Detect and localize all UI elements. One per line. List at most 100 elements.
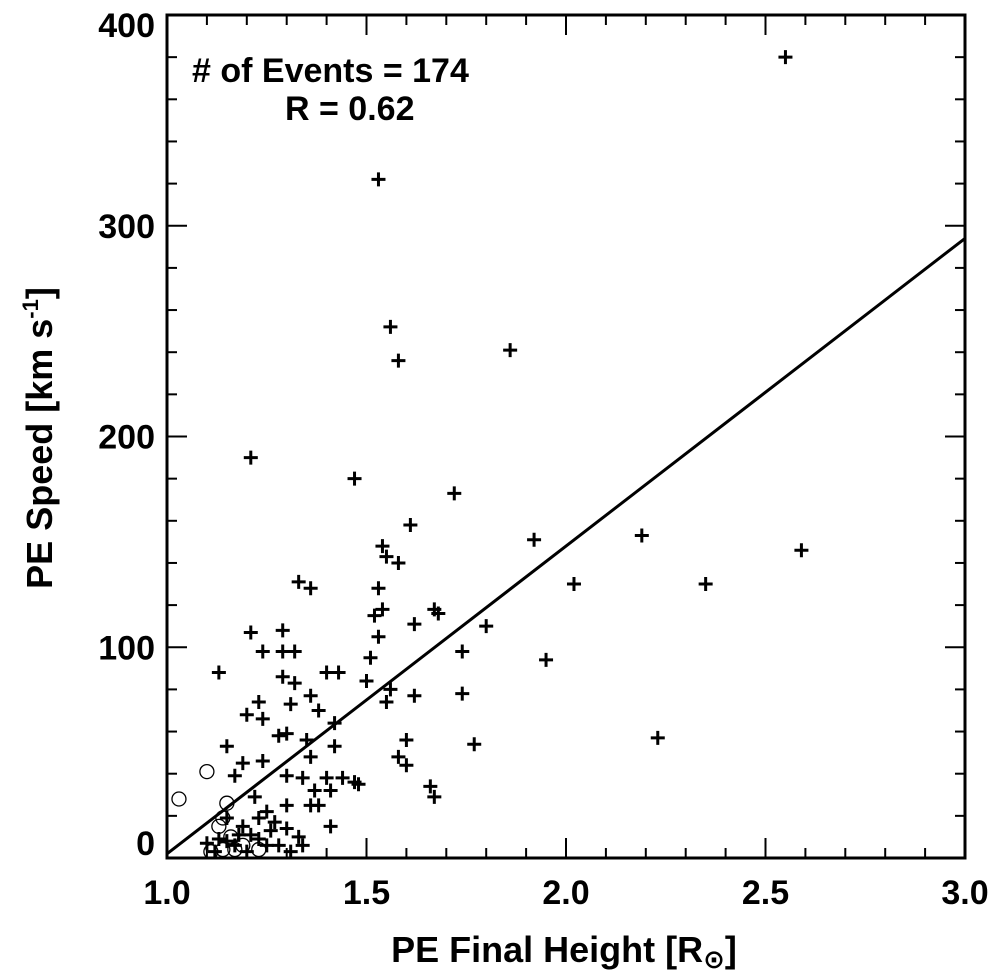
- plus-point: [479, 619, 494, 634]
- plus-point: [407, 688, 422, 703]
- y-tick-label: 100: [98, 629, 155, 667]
- plus-point: [403, 518, 418, 533]
- plus-point: [227, 768, 242, 783]
- plus-point: [279, 821, 294, 836]
- plus-point: [259, 804, 274, 819]
- plus-point: [251, 810, 266, 825]
- plus-point: [323, 783, 338, 798]
- plus-point: [283, 697, 298, 712]
- x-tick-label: 1.5: [343, 874, 390, 912]
- plus-point: [219, 834, 234, 849]
- plus-point: [423, 779, 438, 794]
- plus-point: [271, 728, 286, 743]
- plus-point: [279, 798, 294, 813]
- plus-point: [447, 486, 462, 501]
- x-label-sub: ⊙: [703, 944, 725, 973]
- plus-point: [351, 777, 366, 792]
- plus-point: [319, 665, 334, 680]
- plus-point: [235, 756, 250, 771]
- plus-point: [303, 688, 318, 703]
- plus-point: [323, 819, 338, 834]
- y-tick-label: 200: [98, 419, 155, 457]
- x-label-text: PE Final Height [R: [391, 929, 703, 970]
- plus-point: [287, 676, 302, 691]
- plus-point: [375, 602, 390, 617]
- circle-point: [211, 818, 227, 835]
- plus-point: [455, 644, 470, 659]
- plus-point: [383, 319, 398, 334]
- plus-point: [391, 749, 406, 764]
- plus-point: [275, 623, 290, 638]
- plus-point: [303, 749, 318, 764]
- plus-point: [219, 810, 234, 825]
- plus-point: [287, 644, 302, 659]
- circle-point: [215, 810, 231, 826]
- plus-point: [371, 581, 386, 596]
- plus-point: [259, 838, 274, 853]
- plus-point: [255, 754, 270, 769]
- plus-point: [263, 823, 278, 838]
- plus-point: [391, 555, 406, 570]
- plus-point: [539, 652, 554, 667]
- plus-point: [327, 739, 342, 754]
- y-tick-label: 400: [98, 7, 155, 45]
- plus-point: [407, 617, 422, 632]
- circle-point: [219, 795, 235, 811]
- x-tick-label: 1.0: [143, 874, 190, 912]
- plus-point: [698, 577, 713, 592]
- plus-point: [650, 730, 665, 745]
- plus-point: [347, 471, 362, 486]
- y-tick-label: 0: [136, 825, 155, 863]
- plus-point: [431, 606, 446, 621]
- plus-point: [527, 532, 542, 547]
- plus-point: [427, 789, 442, 804]
- plus-point: [794, 543, 809, 558]
- plus-point: [251, 832, 266, 847]
- plus-point: [307, 783, 322, 798]
- plus-point: [383, 682, 398, 697]
- plus-point: [291, 574, 306, 589]
- plus-point: [455, 686, 470, 701]
- annotation: # of Events = 174: [192, 52, 469, 90]
- plus-point: [243, 625, 258, 640]
- plus-point: [311, 703, 326, 718]
- plus-point: [239, 707, 254, 722]
- y-label-sup: -1: [18, 299, 43, 319]
- plus-point: [243, 450, 258, 465]
- x-axis-label: PE Final Height [R⊙]: [391, 929, 737, 973]
- plus-point: [251, 695, 266, 710]
- circle-point: [199, 763, 215, 780]
- plus-point: [211, 665, 226, 680]
- x-tick-label: 3.0: [941, 874, 988, 912]
- plus-point: [634, 528, 649, 543]
- plus-point: [566, 577, 581, 592]
- plus-point: [291, 829, 306, 844]
- plus-point: [219, 739, 234, 754]
- plus-point: [375, 539, 390, 554]
- circle-point: [171, 791, 187, 807]
- x-tick-label: 2.0: [542, 874, 589, 912]
- plus-point: [391, 353, 406, 368]
- plus-point: [295, 838, 310, 853]
- plus-point: [327, 716, 342, 731]
- plus-point: [207, 844, 222, 859]
- x-label-end: ]: [725, 929, 737, 970]
- circle-point: [235, 837, 251, 854]
- plus-point: [319, 770, 334, 785]
- plus-point: [467, 737, 482, 752]
- plus-point: [279, 726, 294, 741]
- plus-point: [379, 695, 394, 710]
- plus-point: [371, 629, 386, 644]
- fit-line: [166, 237, 966, 855]
- circle-point: [203, 844, 219, 860]
- plus-point: [331, 665, 346, 680]
- plus-point: [399, 758, 414, 773]
- plus-point: [235, 819, 250, 834]
- plus-point: [363, 650, 378, 665]
- x-tick-label: 2.5: [742, 874, 789, 912]
- plus-point: [367, 608, 382, 623]
- plus-point: [399, 732, 414, 747]
- plus-point: [283, 844, 298, 859]
- plus-point: [503, 343, 518, 358]
